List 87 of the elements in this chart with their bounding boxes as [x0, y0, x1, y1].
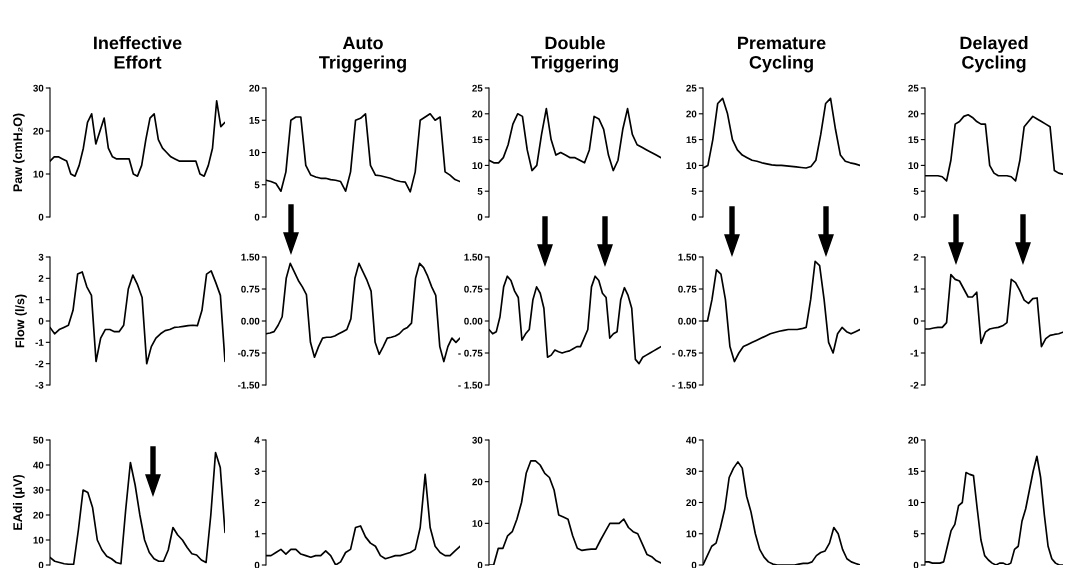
y-tick-label: 0: [477, 561, 483, 568]
y-tick-label: - 1.50: [672, 381, 697, 389]
y-tick-label: 20: [472, 110, 483, 118]
chart-title: Ineffective Effort: [94, 36, 182, 69]
y-tick-label: 10: [472, 520, 483, 527]
y-tick-label: 0: [38, 213, 44, 221]
y-tick-label: 0: [38, 561, 44, 568]
y-tick-label: 0: [691, 561, 697, 568]
y-tick-label: 20: [33, 127, 44, 135]
y-tick-label: - 0.75: [458, 349, 483, 357]
y-tick-label: 20: [33, 511, 44, 519]
y-tick-label: 0: [477, 213, 483, 221]
y-tick-label: -2: [910, 381, 919, 389]
y-tick-label: 3: [254, 467, 260, 475]
y-tick-label: 5: [691, 188, 697, 195]
y-tick-label: 0: [913, 561, 919, 568]
y-tick-label: 1: [913, 285, 919, 293]
y-tick-label: 4: [254, 436, 260, 444]
y-tick-label: 5: [913, 530, 919, 538]
y-tick-label: 2: [38, 275, 44, 282]
y-tick-label: 0.00: [464, 317, 483, 325]
y-tick-label: 0: [254, 561, 260, 568]
y-tick-label: 0: [691, 213, 697, 221]
y-tick-label: 20: [908, 110, 919, 118]
y-tick-label: 40: [33, 461, 44, 469]
y-tick-label: 2: [254, 499, 260, 507]
y-tick-label: 30: [33, 84, 44, 92]
y-tick-label: 0.75: [464, 285, 483, 293]
y-tick-label: 2: [913, 253, 919, 261]
y-tick-label: 10: [908, 499, 919, 507]
chart-title: Double Triggering: [531, 36, 618, 73]
y-tick-label: 15: [686, 136, 697, 144]
y-axis-title: Flow (l/s): [15, 294, 27, 348]
y-tick-label: 0.00: [678, 317, 697, 325]
y-tick-label: 10: [908, 162, 919, 170]
y-tick-label: -0.75: [237, 349, 260, 357]
y-tick-label: 1: [254, 530, 260, 538]
y-axis-title: Paw (cmH₂O): [12, 113, 25, 192]
y-tick-label: 30: [686, 467, 697, 475]
y-tick-label: 15: [472, 136, 483, 144]
y-tick-label: 0: [913, 213, 919, 221]
y-tick-label: 1.50: [678, 253, 697, 261]
y-tick-label: -1: [35, 339, 44, 346]
y-tick-label: 15: [249, 117, 260, 124]
y-tick-label: 15: [908, 136, 919, 144]
y-tick-label: 0.75: [678, 285, 697, 293]
y-tick-label: 10: [686, 530, 697, 538]
chart-title: Delayed Cycling: [960, 36, 1028, 73]
y-tick-label: -2: [35, 360, 44, 368]
y-axis-title: EAdi (μV): [12, 474, 25, 530]
y-tick-label: 20: [908, 436, 919, 444]
y-tick-label: 40: [686, 436, 697, 444]
y-tick-label: 1.50: [241, 253, 260, 261]
y-tick-label: 1.50: [464, 253, 483, 261]
y-tick-label: 3: [38, 253, 44, 261]
chart-title: Premature Cycling: [738, 36, 826, 73]
y-tick-label: -1: [910, 349, 919, 357]
y-tick-label: -3: [35, 381, 44, 389]
y-tick-label: 5: [254, 181, 260, 189]
y-tick-label: - 1.50: [458, 381, 483, 389]
y-tick-label: 25: [472, 84, 483, 92]
y-tick-label: 20: [472, 478, 483, 486]
y-tick-label: 15: [908, 468, 919, 475]
y-tick-label: 20: [686, 499, 697, 507]
y-tick-label: - 0.75: [672, 349, 697, 357]
y-tick-label: 30: [33, 486, 44, 494]
y-tick-label: 0.75: [241, 285, 260, 293]
y-tick-label: 10: [33, 170, 44, 178]
y-tick-label: 0.00: [241, 317, 260, 325]
y-tick-label: 50: [33, 436, 44, 444]
y-tick-label: 5: [913, 188, 919, 195]
y-tick-label: 30: [472, 436, 483, 444]
y-tick-label: 1: [38, 296, 44, 304]
y-tick-label: 5: [477, 188, 483, 195]
y-tick-label: 10: [249, 149, 260, 157]
y-tick-label: 20: [249, 84, 260, 92]
y-tick-label: 20: [686, 110, 697, 118]
y-tick-label: 0: [913, 317, 919, 325]
y-tick-label: 25: [908, 84, 919, 92]
y-tick-label: 10: [472, 162, 483, 170]
y-tick-label: 10: [33, 536, 44, 544]
y-tick-label: 25: [686, 84, 697, 92]
chart-title: Auto Triggering: [319, 36, 406, 73]
y-tick-label: 0: [38, 317, 44, 325]
y-tick-label: 10: [686, 162, 697, 170]
y-tick-label: -1.50: [237, 381, 260, 389]
y-tick-label: 0: [254, 213, 260, 221]
